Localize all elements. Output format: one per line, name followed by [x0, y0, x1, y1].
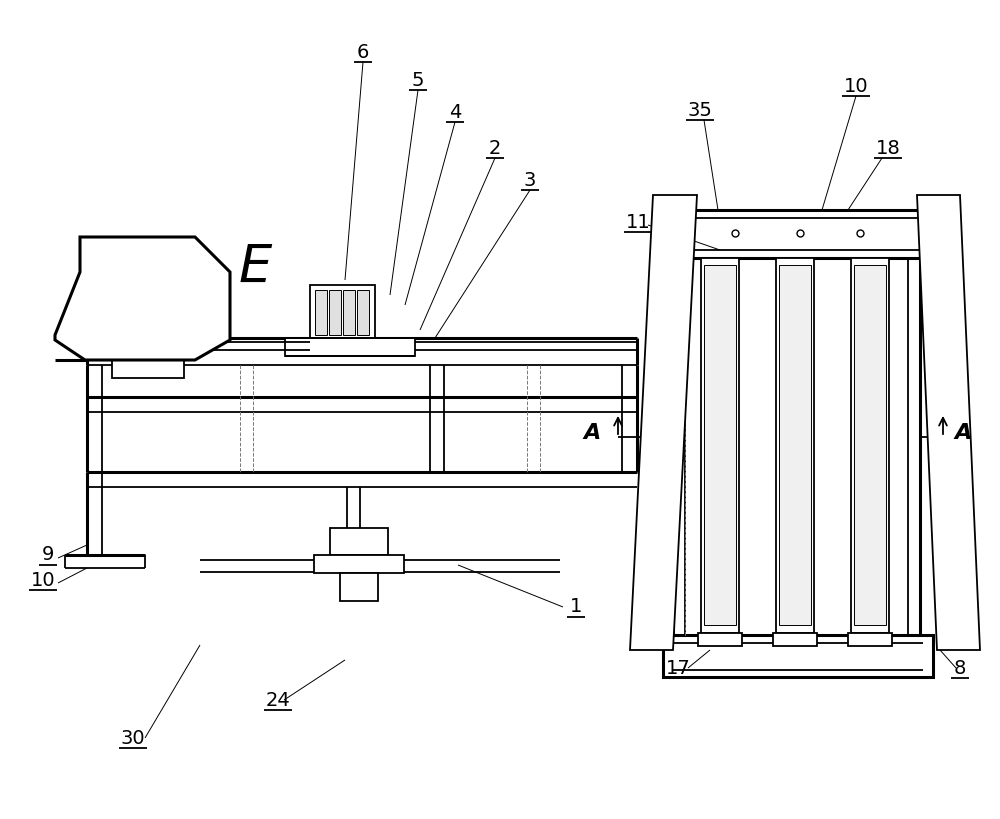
Bar [285, 338, 415, 356]
Bar [314, 555, 404, 573]
Text: A: A [583, 423, 601, 443]
Bar [310, 285, 375, 340]
Text: 11: 11 [626, 212, 650, 232]
Bar [776, 258, 814, 633]
Bar [340, 573, 378, 601]
Bar [343, 290, 355, 335]
Text: 30: 30 [121, 728, 145, 748]
Text: 17: 17 [666, 658, 690, 677]
Text: 2: 2 [489, 138, 501, 157]
Bar [357, 290, 369, 335]
Text: 1: 1 [570, 598, 582, 617]
Bar [329, 290, 341, 335]
Bar [779, 265, 811, 625]
Text: 3: 3 [524, 170, 536, 189]
Text: 4: 4 [449, 102, 461, 121]
Text: 6: 6 [357, 43, 369, 61]
Bar [663, 635, 933, 677]
Polygon shape [55, 237, 230, 360]
Bar [698, 633, 742, 646]
Bar [112, 360, 184, 378]
Bar [701, 258, 739, 633]
Polygon shape [630, 195, 697, 650]
Bar [663, 210, 933, 258]
Text: E: E [238, 242, 272, 294]
Text: 5: 5 [412, 70, 424, 89]
Bar [135, 315, 151, 335]
Bar [851, 258, 889, 633]
Bar [330, 528, 388, 555]
Text: 18: 18 [876, 138, 900, 157]
Text: 35: 35 [688, 101, 712, 120]
Bar [315, 290, 327, 335]
Text: 10: 10 [31, 571, 55, 590]
Text: 24: 24 [266, 690, 290, 709]
Text: A: A [954, 423, 972, 443]
Bar [854, 265, 886, 625]
Text: 10: 10 [844, 76, 868, 96]
Bar [704, 265, 736, 625]
Bar [848, 633, 892, 646]
Polygon shape [917, 195, 980, 650]
Text: 8: 8 [954, 658, 966, 677]
Bar [773, 633, 817, 646]
Bar [673, 228, 920, 648]
Text: 9: 9 [42, 545, 54, 564]
